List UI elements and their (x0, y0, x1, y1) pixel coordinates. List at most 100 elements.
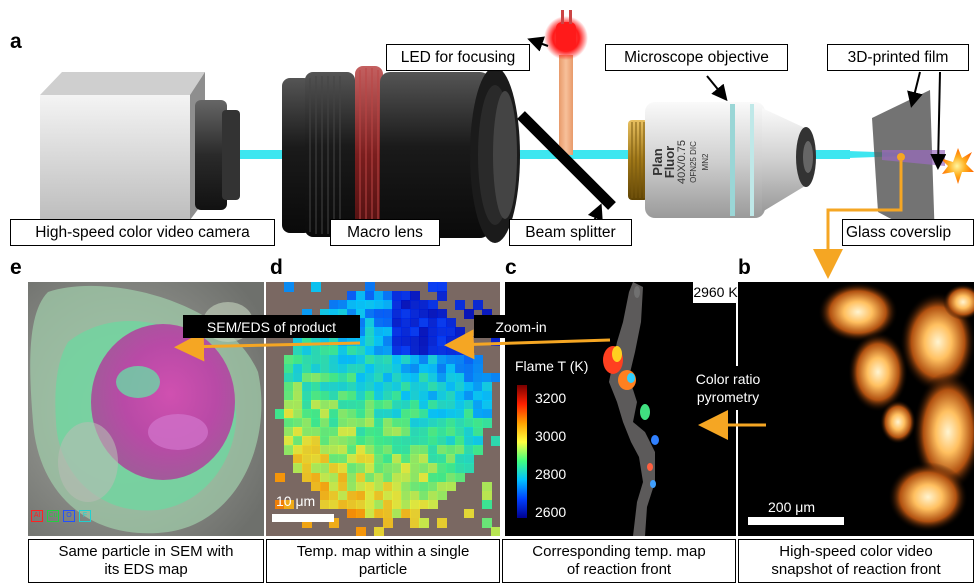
temp-map-pixel (356, 345, 366, 356)
temp-map-pixel (446, 418, 456, 428)
temp-map-pixel (464, 381, 474, 392)
temp-map-pixel (329, 517, 339, 528)
temp-map-pixel (401, 436, 411, 446)
temp-map-pixel (329, 399, 339, 410)
temp-map-pixel (293, 409, 303, 419)
temp-map-pixel (392, 399, 402, 410)
temp-map-pixel (401, 490, 411, 501)
temp-map-pixel (320, 381, 330, 392)
temp-map-pixel (374, 336, 384, 347)
temp-map-pixel (329, 427, 339, 437)
temp-map-pixel (401, 454, 411, 465)
temp-map-pixel (383, 445, 393, 455)
temp-map-pixel (347, 300, 357, 310)
temp-map-pixel (329, 481, 339, 492)
temp-map-pixel (482, 399, 492, 410)
temp-map-pixel (374, 463, 384, 474)
temp-map-pixel (419, 490, 429, 501)
temp-map-pixel (437, 409, 447, 419)
temp-map-pixel (302, 381, 312, 392)
temp-map-pixel (275, 499, 285, 510)
temp-map-pixel (374, 508, 384, 519)
temp-map-pixel (293, 336, 303, 347)
macro-lens-label: Macro lens (330, 219, 440, 246)
reaction-front-glow (818, 282, 974, 532)
temp-map-pixel (374, 490, 384, 501)
temp-map-pixel (473, 427, 483, 437)
temp-map-pixel (419, 472, 429, 483)
temp-map-pixel (284, 499, 294, 510)
temp-map-pixel (284, 363, 294, 374)
temp-map-pixel (446, 381, 456, 392)
temp-map-pixel (419, 381, 429, 392)
temp-map-pixel (383, 472, 393, 483)
temp-map-pixel (446, 454, 456, 465)
temp-map-pixel (311, 354, 321, 365)
eds-legend: Al Cu O F (31, 510, 91, 522)
temp-map-pixel (410, 517, 420, 528)
temp-map-pixel (365, 399, 375, 410)
temp-map-pixel (419, 345, 429, 356)
temp-map-pixel (347, 499, 357, 510)
temp-map-pixel (302, 409, 312, 419)
temp-map-pixel (464, 399, 474, 410)
caption-b-line-2: snapshot of reaction front (771, 561, 941, 578)
temp-map-pixel (419, 454, 429, 465)
temp-map-pixel (365, 318, 375, 328)
temp-map-pixel (356, 291, 366, 301)
temp-map-pixel (356, 390, 366, 401)
temp-map-pixel (419, 318, 429, 328)
temp-map-pixel (473, 390, 483, 401)
temp-map-pixel (392, 336, 402, 347)
temp-map-pixel (428, 282, 438, 292)
temp-map-pixel (365, 508, 375, 519)
colorbar-title: Flame T (K) (515, 358, 589, 374)
temp-map-pixel (455, 372, 465, 383)
temp-map-pixel (383, 499, 393, 510)
temp-map-pixel (392, 327, 402, 338)
temp-map-pixel (338, 363, 348, 374)
temp-map-pixel (293, 345, 303, 356)
temp-map-pixel (365, 472, 375, 483)
temp-map-pixel (419, 372, 429, 383)
temp-map-pixel (473, 300, 483, 310)
temp-map-pixel (302, 372, 312, 383)
temp-map-pixel (473, 418, 483, 428)
temp-map-pixel (410, 309, 420, 319)
temp-map-pixel (356, 327, 366, 338)
temp-map-pixel (320, 309, 330, 319)
temp-map-pixel (356, 409, 366, 419)
temp-map-pixel (428, 327, 438, 338)
temp-map-pixel (446, 390, 456, 401)
temp-map-pixel (311, 336, 321, 347)
temp-map-pixel (356, 381, 366, 392)
temp-map-pixel (455, 436, 465, 446)
temp-map-pixel (320, 418, 330, 428)
temp-map-pixel (338, 454, 348, 465)
temp-map-pixel (419, 418, 429, 428)
temp-map-pixel (383, 327, 393, 338)
temp-map-pixel (356, 499, 366, 510)
temp-map-pixel (464, 354, 474, 365)
pyrometry-label-line-1: Color ratio (695, 371, 761, 387)
temp-map-pixel (320, 354, 330, 365)
temp-map-pixel (293, 363, 303, 374)
eds-legend-item-al: Al (31, 510, 43, 522)
temp-map-pixel (284, 418, 294, 428)
temp-map-pixel (302, 336, 312, 347)
colorbar (517, 385, 527, 518)
temp-map-pixel (455, 300, 465, 310)
temp-map-pixel (392, 463, 402, 474)
temp-map-pixel (356, 372, 366, 383)
temp-map-pixel (410, 291, 420, 301)
temp-map-pixel (464, 436, 474, 446)
temp-map-pixel (473, 354, 483, 365)
beam-splitter-label: Beam splitter (509, 219, 632, 246)
colorbar-tick-2600: 2600 (535, 504, 567, 520)
temp-map-pixel (329, 499, 339, 510)
temp-map-pixel (455, 381, 465, 392)
temp-map-pixel (356, 490, 366, 501)
temp-map-pixel (374, 300, 384, 310)
temp-map-pixel (329, 418, 339, 428)
temp-map-pixel (338, 381, 348, 392)
